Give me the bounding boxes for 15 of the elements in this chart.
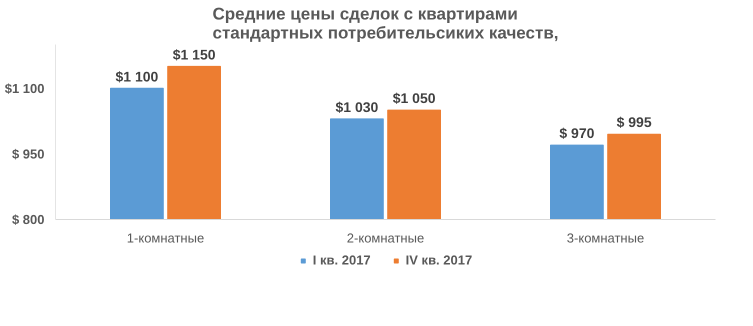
- data-label: $1 150: [172, 46, 216, 62]
- data-label: $1 050: [392, 90, 436, 106]
- legend-label: I кв. 2017: [312, 252, 371, 268]
- data-label: $ 970: [559, 125, 595, 142]
- data-label: $ 995: [616, 114, 652, 130]
- chart-title: Средние цены сделок с квартирами стандартных потребительсиких качеств,: [212, 4, 559, 42]
- legend-label: IV кв. 2017: [406, 252, 472, 268]
- x-tick-label: 2-комнатные: [346, 230, 424, 246]
- y-tick-label: $ 800: [12, 212, 45, 227]
- y-tick-label: $ 950: [12, 146, 45, 162]
- x-tick-label: 1-комнатные: [126, 230, 204, 246]
- data-label: $1 100: [115, 68, 159, 84]
- x-tick-label: 3-комнатные: [566, 230, 644, 246]
- data-label: $1 030: [335, 98, 379, 115]
- y-tick-label: $1 100: [4, 80, 45, 96]
